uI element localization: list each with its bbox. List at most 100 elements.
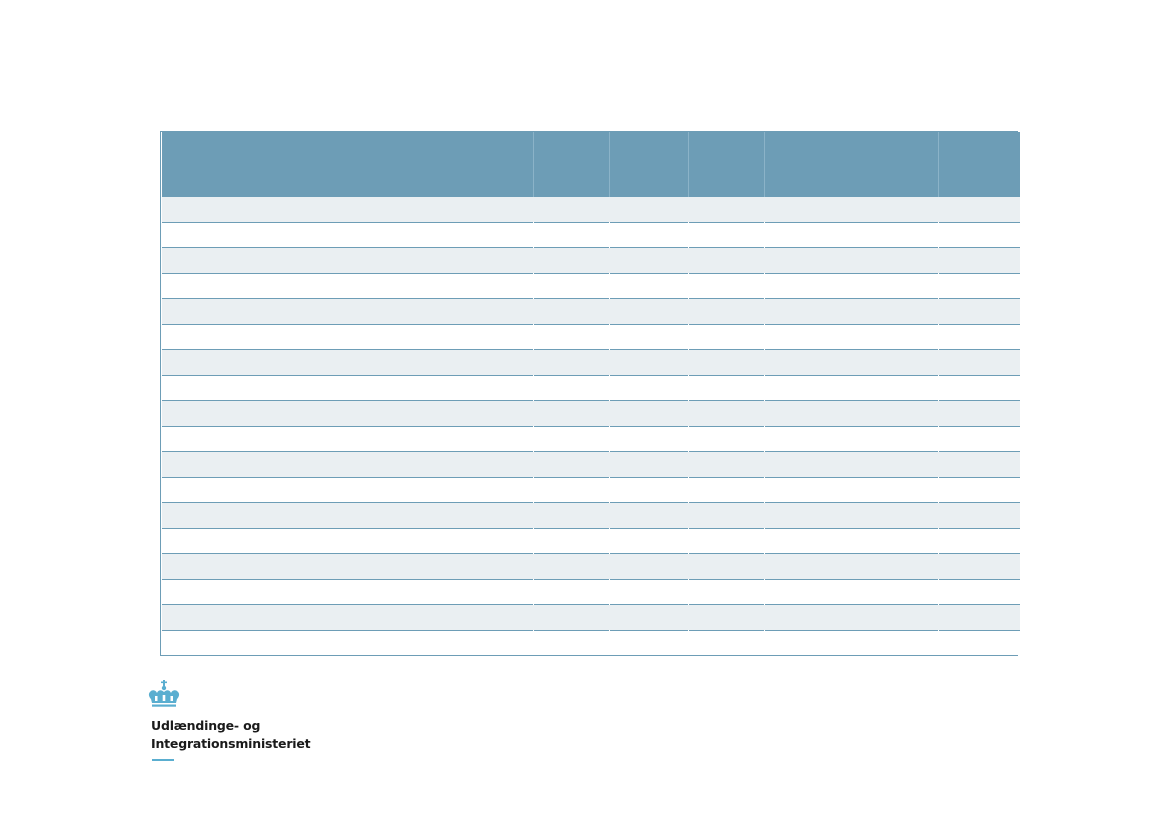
- table-row: [161, 553, 1020, 579]
- table-row: [161, 502, 1020, 528]
- table-cell: [938, 323, 1020, 350]
- table-cell: [533, 604, 610, 630]
- header-cell-6: [938, 132, 1020, 197]
- table-cell: [533, 578, 610, 605]
- table-cell: [161, 629, 534, 655]
- table-cell: [533, 323, 610, 350]
- table-cell: [533, 629, 610, 655]
- table-cell: [938, 221, 1020, 248]
- table-cell: [609, 527, 689, 554]
- ministry-name-line-1: Udlændinge- og: [151, 718, 261, 733]
- header-cell-2: [533, 132, 610, 197]
- header-cell-1: [161, 132, 534, 197]
- table-cell: [161, 349, 534, 375]
- table-cell: [609, 323, 689, 350]
- table-cell: [533, 451, 610, 477]
- table-cell: [938, 425, 1020, 452]
- table-cell: [161, 221, 534, 248]
- table-cell: [938, 197, 1020, 222]
- table-cell: [938, 400, 1020, 426]
- table-row: [161, 425, 1020, 452]
- header-cell-3: [609, 132, 689, 197]
- table-cell: [609, 502, 689, 528]
- table-row: [161, 374, 1020, 401]
- table-cell: [161, 272, 534, 299]
- table-cell: [688, 349, 765, 375]
- table-cell: [161, 400, 534, 426]
- table-cell: [609, 197, 689, 222]
- table-cell: [764, 221, 939, 248]
- table-cell: [688, 604, 765, 630]
- table-cell: [688, 425, 765, 452]
- table-row: [161, 221, 1020, 248]
- table-cell: [161, 527, 534, 554]
- table-cell: [764, 476, 939, 503]
- table-cell: [609, 476, 689, 503]
- table-cell: [764, 349, 939, 375]
- table-cell: [609, 349, 689, 375]
- table-cell: [938, 629, 1020, 655]
- table-cell: [688, 247, 765, 273]
- table-cell: [938, 451, 1020, 477]
- table-cell: [161, 604, 534, 630]
- table-cell: [161, 502, 534, 528]
- table-cell: [764, 197, 939, 222]
- table-row: [161, 298, 1020, 324]
- table-cell: [609, 400, 689, 426]
- table-cell: [764, 323, 939, 350]
- table-cell: [533, 476, 610, 503]
- table-cell: [161, 578, 534, 605]
- table-row: [161, 323, 1020, 350]
- table-cell: [161, 298, 534, 324]
- table-cell: [764, 502, 939, 528]
- table-cell: [688, 553, 765, 579]
- table-cell: [533, 298, 610, 324]
- table-cell: [938, 349, 1020, 375]
- table-cell: [609, 604, 689, 630]
- table-cell: [688, 400, 765, 426]
- table-cell: [161, 374, 534, 401]
- table-cell: [161, 197, 534, 222]
- table-row: [161, 604, 1020, 630]
- table-cell: [161, 476, 534, 503]
- table-cell: [609, 374, 689, 401]
- table-cell: [161, 553, 534, 579]
- table-cell: [533, 272, 610, 299]
- table-cell: [609, 629, 689, 655]
- table-cell: [161, 451, 534, 477]
- ministry-name: Udlændinge- og Integrationsministeriet: [151, 717, 311, 753]
- table-cell: [688, 298, 765, 324]
- table-row: [161, 476, 1020, 503]
- data-table: [160, 131, 1020, 656]
- accent-line: [152, 759, 174, 761]
- table-cell: [688, 197, 765, 222]
- table-row: [161, 197, 1020, 222]
- table-cell: [533, 553, 610, 579]
- table-row: [161, 527, 1020, 554]
- table-cell: [161, 247, 534, 273]
- table-cell: [533, 349, 610, 375]
- table-cell: [938, 272, 1020, 299]
- table-cell: [688, 374, 765, 401]
- table-cell: [533, 502, 610, 528]
- table-cell: [533, 221, 610, 248]
- table-cell: [764, 374, 939, 401]
- table-cell: [764, 298, 939, 324]
- table-cell: [609, 451, 689, 477]
- header-cell-5: [764, 132, 939, 197]
- table-cell: [609, 298, 689, 324]
- table-cell: [609, 272, 689, 299]
- table-cell: [688, 451, 765, 477]
- table-row: [161, 400, 1020, 426]
- table-cell: [533, 425, 610, 452]
- table-cell: [764, 425, 939, 452]
- table-header-row: [161, 132, 1020, 197]
- ministry-name-line-2: Integrationsministeriet: [151, 736, 311, 751]
- table-row: [161, 349, 1020, 375]
- table-row: [161, 272, 1020, 299]
- table-cell: [938, 527, 1020, 554]
- table-cell: [764, 553, 939, 579]
- table-cell: [688, 221, 765, 248]
- table-cell: [764, 247, 939, 273]
- table-cell: [609, 247, 689, 273]
